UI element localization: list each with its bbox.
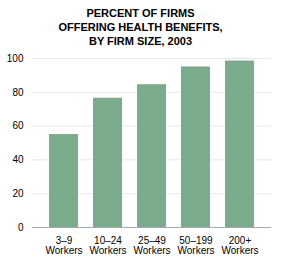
svg-text:25–49Workers: 25–49Workers [133,235,170,256]
svg-text:40: 40 [12,154,24,165]
html-text:BY FIRM SIZE, 2003: BY FIRM SIZE, 2003 [88,35,192,47]
svg-text:3–9Workers: 3–9Workers [45,235,82,256]
svg-text:0: 0 [18,222,24,233]
svg-text:100: 100 [7,53,24,64]
html-text:OFFERING HEALTH BENEFITS,: OFFERING HEALTH BENEFITS, [58,21,223,33]
svg-text:10–24Workers: 10–24Workers [89,235,126,256]
html-text:PERCENT OF FIRMS: PERCENT OF FIRMS [86,7,195,19]
svg-text:20: 20 [12,188,24,199]
svg-text:80: 80 [12,87,24,98]
svg-text:50–199Workers: 50–199Workers [177,235,214,256]
svg-text:60: 60 [12,120,24,131]
svg-text:200+Workers: 200+Workers [221,235,258,256]
